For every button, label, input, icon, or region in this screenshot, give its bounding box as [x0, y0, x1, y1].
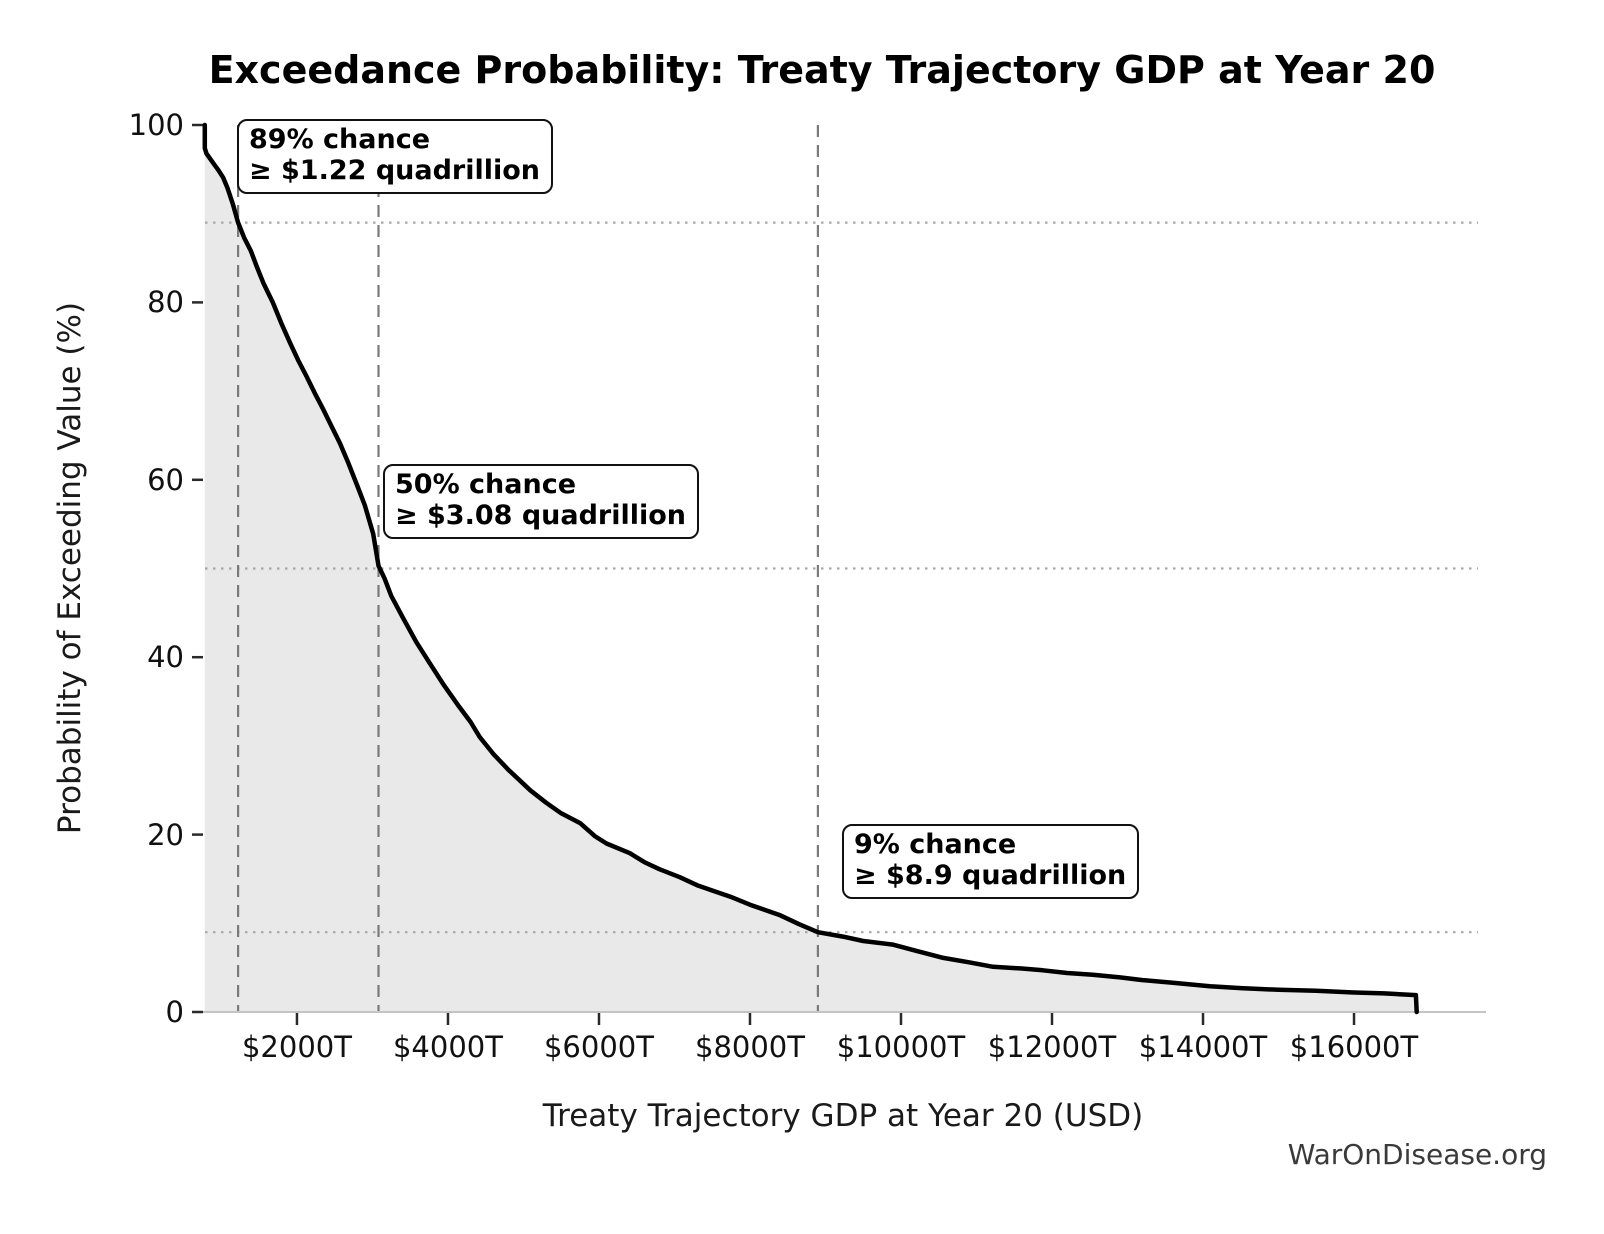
y-tick-label: 80 [147, 285, 184, 320]
annotation-89pct: 89% chance ≥ $1.22 quadrillion [237, 119, 554, 194]
annotation-50pct: 50% chance ≥ $3.08 quadrillion [383, 464, 700, 539]
y-tick-label: 20 [147, 817, 184, 852]
x-tick-label: $16000T [1289, 1030, 1419, 1064]
x-tick-label: $12000T [987, 1030, 1117, 1064]
annotation-line: 89% chance [249, 124, 431, 155]
x-tick-label: $8000T [695, 1030, 805, 1064]
x-tick-label: $10000T [836, 1030, 966, 1064]
x-tick-label: $6000T [543, 1030, 654, 1064]
chart-title: Exceedance Probability: Treaty Trajector… [208, 48, 1436, 92]
y-tick-label: 40 [147, 640, 184, 675]
x-tick-label: $14000T [1138, 1030, 1268, 1064]
curve-area-fill [204, 125, 1417, 1012]
watermark: WarOnDisease.org [1287, 1138, 1547, 1171]
y-axis-label: Probability of Exceeding Value (%) [52, 301, 88, 835]
annotation-line: ≥ $8.9 quadrillion [854, 860, 1127, 892]
annotation-9pct: 9% chance ≥ $8.9 quadrillion [842, 824, 1140, 899]
x-tick-label: $2000T [241, 1030, 352, 1064]
annotation-line: 50% chance [395, 469, 577, 500]
y-tick-label: 60 [147, 462, 184, 497]
exceedance-curve [202, 122, 1419, 1015]
annotation-line: ≥ $3.08 quadrillion [395, 500, 687, 532]
annotation-line: 9% chance [854, 829, 1017, 860]
y-tick-label: 0 [165, 995, 184, 1029]
x-axis-label: Treaty Trajectory GDP at Year 20 (USD) [542, 1098, 1144, 1134]
y-tick-label: 100 [128, 108, 184, 142]
x-tick-label: $4000T [392, 1030, 503, 1064]
annotation-line: ≥ $1.22 quadrillion [249, 155, 541, 187]
